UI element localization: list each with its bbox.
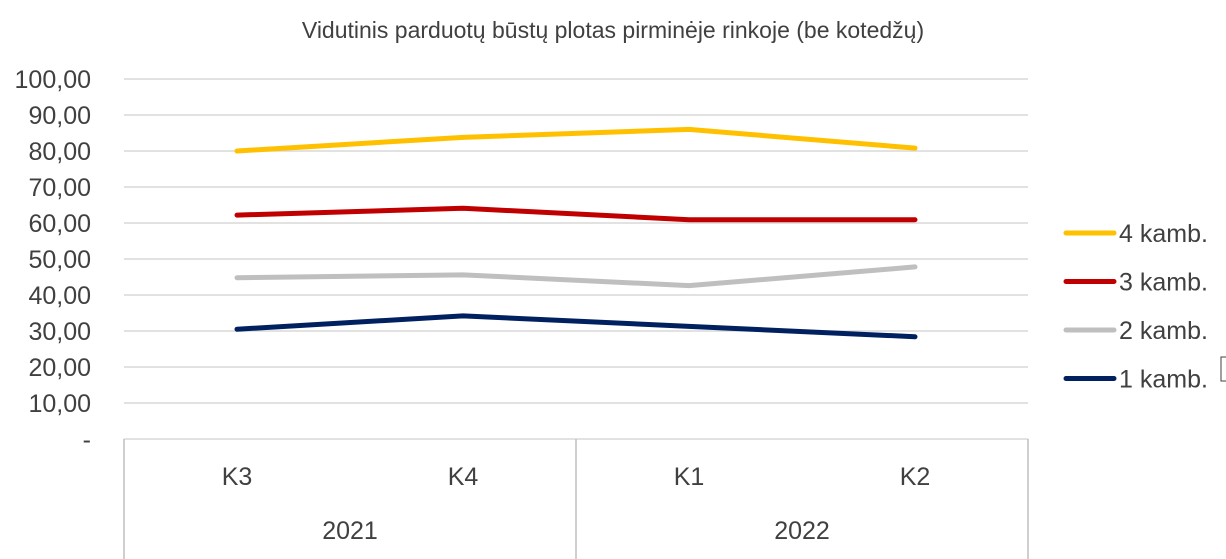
y-tick-label: 100,00 [15,66,91,94]
y-tick-label: 30,00 [28,318,91,346]
x-tick-label: K3 [222,463,253,491]
series-line-3-kamb- [234,205,918,223]
series-line-2-kamb- [234,264,918,289]
x-tick-label: K4 [448,463,479,491]
y-tick-label: 90,00 [28,102,91,130]
x-tick-label: K2 [900,463,931,491]
legend-scroll-marker [1220,356,1226,382]
legend-label: 4 kamb. [1119,220,1208,248]
y-tick-label: 50,00 [28,246,91,274]
series-line-1-kamb- [234,313,918,340]
x-group-label: 2022 [774,517,830,545]
y-tick-label: 40,00 [28,282,91,310]
x-group-label: 2021 [322,517,378,545]
chart-title: Vidutinis parduotų būstų plotas pirminėj… [302,17,924,43]
legend-label: 1 kamb. [1119,366,1208,394]
y-tick-label: 10,00 [28,390,91,418]
y-tick-label: 80,00 [28,138,91,166]
y-tick-label: 20,00 [28,354,91,382]
legend-label: 2 kamb. [1119,317,1208,345]
y-axis-tick-labels: - 10,00 20,00 30,00 40,00 50,00 60,00 70,00 80,0… [15,66,91,454]
series-lines [234,126,918,340]
y-tick-label: 70,00 [28,174,91,202]
x-axis: K3 K4 K1 K2 2021 2022 [123,438,1029,559]
gridlines [124,78,1028,404]
legend-label: 3 kamb. [1119,269,1208,297]
series-line-4-kamb- [234,126,918,154]
y-tick-label: 60,00 [28,210,91,238]
legend: 4 kamb. 3 kamb. 2 kamb. 1 kamb. [1063,220,1208,394]
y-tick-label: - [83,426,91,454]
x-tick-label: K1 [674,463,705,491]
